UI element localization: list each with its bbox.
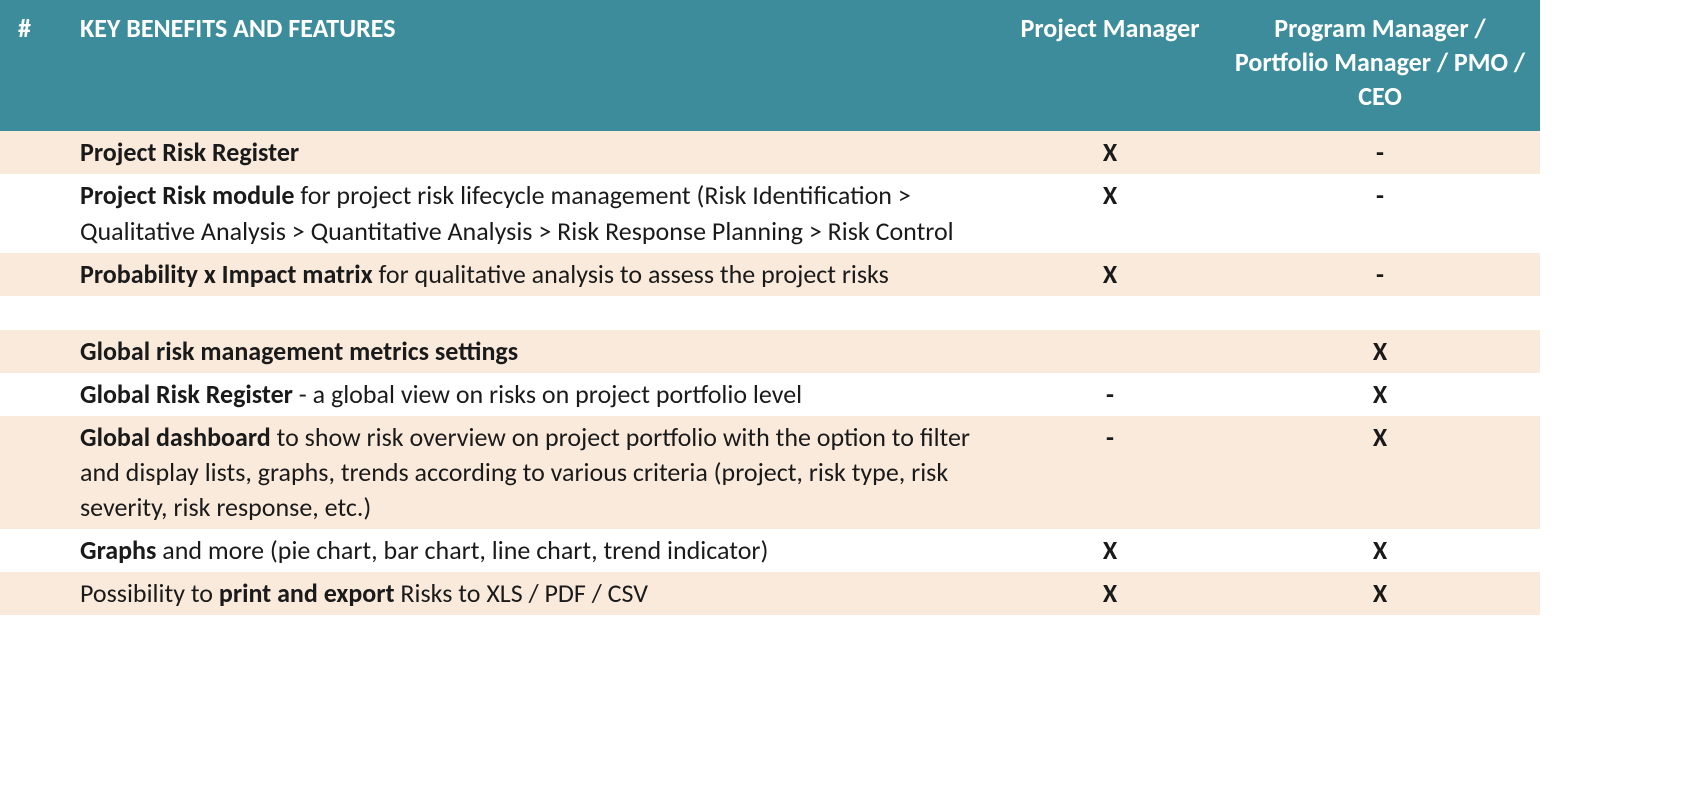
row-feature: Probability x Impact matrix for qualitat… xyxy=(70,253,1000,296)
row-pgm-mark: X xyxy=(1220,416,1540,529)
row-pm-mark: X xyxy=(1000,572,1220,615)
blank-cell xyxy=(1220,296,1540,330)
feature-text-rest: and more (pie chart, bar chart, line cha… xyxy=(156,534,768,566)
row-num xyxy=(0,373,70,416)
header-program-manager: Program Manager / Portfolio Manager / PM… xyxy=(1220,0,1540,131)
table-row: Project Risk Register X- xyxy=(0,131,1540,174)
feature-text-rest: for qualitative analysis to assess the p… xyxy=(373,258,889,290)
feature-text-rest: Risks to XLS / PDF / CSV xyxy=(395,577,649,609)
feature-text-bold: Global dashboard xyxy=(80,421,271,453)
header-project-manager: Project Manager xyxy=(1000,0,1220,131)
feature-text-bold: Probability x Impact matrix xyxy=(80,258,373,290)
table-row: Project Risk module for project risk lif… xyxy=(0,174,1540,252)
row-feature: Project Risk module for project risk lif… xyxy=(70,174,1000,252)
feature-text-pre: Possibility to xyxy=(80,577,219,609)
blank-cell xyxy=(0,296,70,330)
table-body: Project Risk RegisterX-Project Risk modu… xyxy=(0,131,1540,615)
row-num xyxy=(0,416,70,529)
feature-text-bold: Global risk management metrics settings xyxy=(80,335,518,367)
row-feature: Global risk management metrics settings xyxy=(70,330,1000,373)
features-table: # KEY BENEFITS AND FEATURES Project Mana… xyxy=(0,0,1540,615)
feature-text-bold: Global Risk Register xyxy=(80,378,293,410)
feature-text-bold: print and export xyxy=(219,577,395,609)
header-features: KEY BENEFITS AND FEATURES xyxy=(70,0,1000,131)
row-num xyxy=(0,529,70,572)
row-pm-mark xyxy=(1000,330,1220,373)
row-num xyxy=(0,174,70,252)
row-feature: Project Risk Register xyxy=(70,131,1000,174)
table-header-row: # KEY BENEFITS AND FEATURES Project Mana… xyxy=(0,0,1540,131)
row-pm-mark: X xyxy=(1000,131,1220,174)
table-row: Possibility to print and export Risks to… xyxy=(0,572,1540,615)
row-pgm-mark: - xyxy=(1220,174,1540,252)
row-feature: Global Risk Register - a global view on … xyxy=(70,373,1000,416)
table-row: Global risk management metrics settings X xyxy=(0,330,1540,373)
row-feature: Graphs and more (pie chart, bar chart, l… xyxy=(70,529,1000,572)
row-pgm-mark: X xyxy=(1220,373,1540,416)
table-row: Global Risk Register - a global view on … xyxy=(0,373,1540,416)
row-feature: Global dashboard to show risk overview o… xyxy=(70,416,1000,529)
table-row: Graphs and more (pie chart, bar chart, l… xyxy=(0,529,1540,572)
row-pm-mark: X xyxy=(1000,174,1220,252)
row-num xyxy=(0,572,70,615)
feature-text-bold: Graphs xyxy=(80,534,156,566)
row-pgm-mark: X xyxy=(1220,529,1540,572)
table-row xyxy=(0,296,1540,330)
table-row: Global dashboard to show risk overview o… xyxy=(0,416,1540,529)
row-pm-mark: - xyxy=(1000,416,1220,529)
row-num xyxy=(0,131,70,174)
blank-cell xyxy=(70,296,1000,330)
row-num xyxy=(0,253,70,296)
row-pm-mark: X xyxy=(1000,529,1220,572)
feature-text-rest: - a global view on risks on project port… xyxy=(293,378,802,410)
row-pgm-mark: - xyxy=(1220,253,1540,296)
row-pm-mark: - xyxy=(1000,373,1220,416)
header-num: # xyxy=(0,0,70,131)
row-pgm-mark: - xyxy=(1220,131,1540,174)
row-pgm-mark: X xyxy=(1220,572,1540,615)
feature-text-bold: Project Risk Register xyxy=(80,136,299,168)
row-pm-mark: X xyxy=(1000,253,1220,296)
feature-text-bold: Project Risk module xyxy=(80,179,295,211)
row-num xyxy=(0,330,70,373)
blank-cell xyxy=(1000,296,1220,330)
table-row: Probability x Impact matrix for qualitat… xyxy=(0,253,1540,296)
row-feature: Possibility to print and export Risks to… xyxy=(70,572,1000,615)
row-pgm-mark: X xyxy=(1220,330,1540,373)
